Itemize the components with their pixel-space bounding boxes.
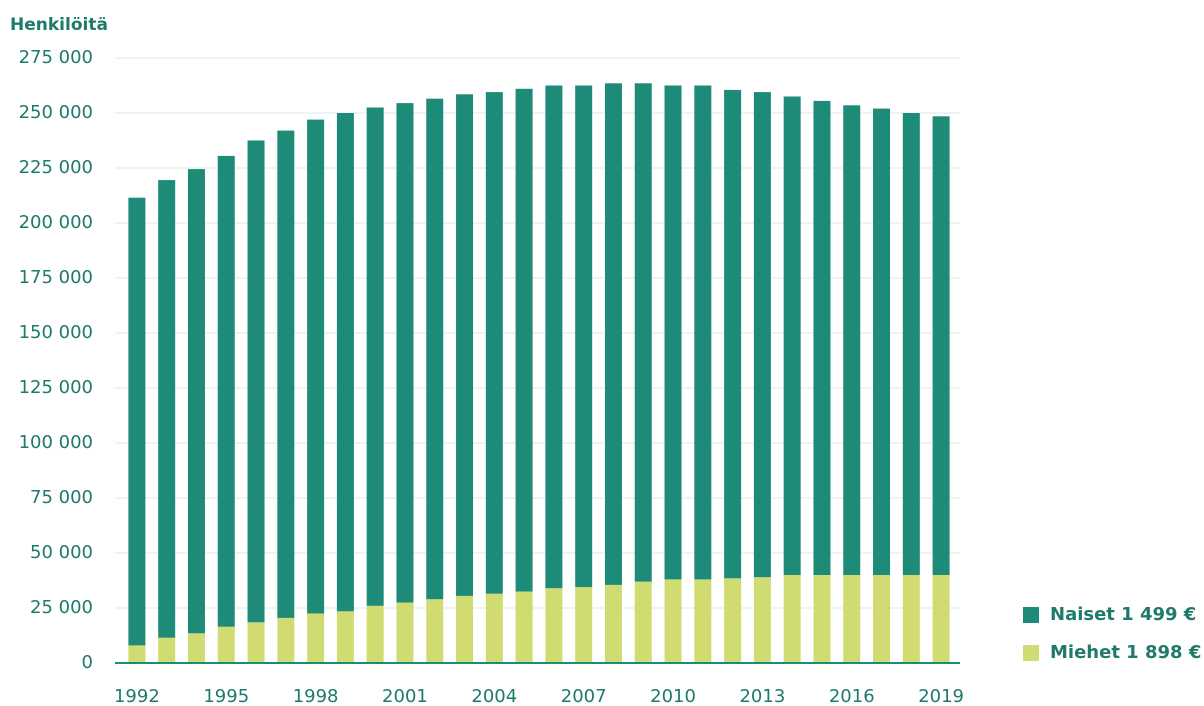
x-tick-label: 2001 <box>382 686 428 706</box>
bar-segment <box>604 83 622 585</box>
x-tick-label: 2004 <box>471 686 517 706</box>
bar-segment <box>753 577 771 663</box>
bar-segment <box>128 645 146 663</box>
x-tick-label: 1995 <box>203 686 249 706</box>
bar-segment <box>902 113 920 575</box>
legend-swatch <box>1023 607 1039 623</box>
bar-segment <box>932 575 950 663</box>
y-tick-label: 150 000 <box>19 322 93 343</box>
bar-segment <box>515 88 533 592</box>
bar-segment <box>307 119 325 614</box>
bar-segment <box>932 116 950 576</box>
bar-segment <box>575 587 593 663</box>
bar-segment <box>575 85 593 588</box>
y-axis-label: Henkilöitä <box>10 15 108 35</box>
bar-segment <box>724 578 742 663</box>
y-tick-label: 225 000 <box>19 157 93 178</box>
bar-segment <box>724 89 742 579</box>
x-tick-label: 2007 <box>561 686 607 706</box>
bar-segment <box>277 617 295 663</box>
bar-segment <box>753 92 771 578</box>
bar-segment <box>336 113 354 612</box>
bar-segment <box>604 584 622 663</box>
x-tick-label: 2010 <box>650 686 696 706</box>
bar-segment <box>902 575 920 663</box>
bar-segment <box>485 92 503 594</box>
x-tick-label: 2016 <box>829 686 875 706</box>
bar-segment <box>783 575 801 663</box>
bar-segment <box>873 108 891 575</box>
bar-segment <box>873 575 891 663</box>
y-tick-label: 200 000 <box>19 212 93 233</box>
bar-segment <box>247 140 265 623</box>
bar-segment <box>664 579 682 663</box>
bar-segment <box>187 633 205 663</box>
bar-segment <box>545 85 563 589</box>
bar-segment <box>247 622 265 663</box>
bar-segment <box>843 105 861 576</box>
bar-segment <box>128 197 146 646</box>
bar-segment <box>158 180 176 638</box>
bar-segment <box>694 85 712 580</box>
bar-segment <box>187 169 205 634</box>
bar-segment <box>694 579 712 663</box>
y-tick-label: 125 000 <box>19 377 93 398</box>
bar-segment <box>307 613 325 663</box>
bar-segment <box>545 588 563 663</box>
bar-segment <box>217 626 235 663</box>
legend-swatch <box>1023 645 1039 661</box>
bar-segment <box>813 100 831 576</box>
bar-segment <box>634 83 652 582</box>
y-tick-label: 250 000 <box>19 102 93 123</box>
legend-label: Miehet 1 898 € <box>1050 642 1201 663</box>
y-tick-label: 100 000 <box>19 432 93 453</box>
bar-segment <box>426 98 444 600</box>
bar-segment <box>485 593 503 663</box>
bar-segment <box>634 581 652 663</box>
bar-segment <box>217 155 235 627</box>
bar-segment <box>456 595 474 663</box>
y-tick-label: 175 000 <box>19 267 93 288</box>
bar-segment <box>813 575 831 663</box>
bar-segment <box>336 611 354 663</box>
x-tick-label: 2019 <box>918 686 964 706</box>
x-tick-label: 1992 <box>114 686 160 706</box>
bar-segment <box>396 602 414 663</box>
bar-segment <box>277 130 295 618</box>
bar-segment <box>843 575 861 663</box>
y-tick-label: 25 000 <box>30 597 93 618</box>
x-tick-label: 2013 <box>739 686 785 706</box>
y-tick-label: 0 <box>82 652 93 673</box>
bar-segment <box>396 103 414 603</box>
x-tick-label: 1998 <box>293 686 339 706</box>
bar-segment <box>366 605 384 663</box>
bar-segment <box>664 85 682 580</box>
legend-label: Naiset 1 499 € <box>1050 604 1196 625</box>
bar-segment <box>366 107 384 606</box>
y-tick-label: 50 000 <box>30 542 93 563</box>
bar-segment <box>783 96 801 575</box>
bar-segment <box>515 591 533 663</box>
bar-segment <box>456 94 474 596</box>
bar-segment <box>158 637 176 663</box>
bar-segment <box>426 599 444 663</box>
y-tick-label: 75 000 <box>30 487 93 508</box>
y-tick-label: 275 000 <box>19 47 93 68</box>
